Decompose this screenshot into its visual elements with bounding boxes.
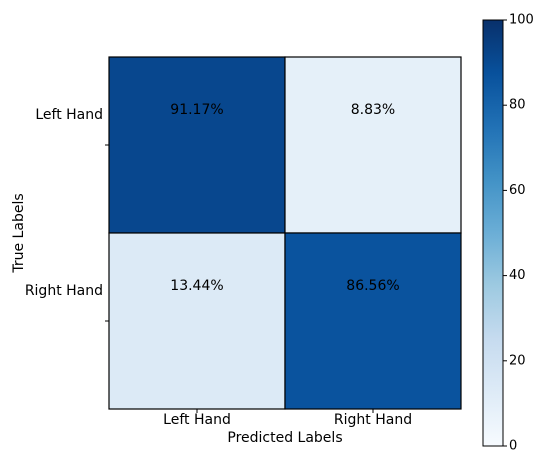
- colorbar-tick-label: 40: [509, 268, 526, 283]
- cell-label-0-0: 91.17%: [170, 102, 223, 118]
- colorbar-ticks: 0 20 40 60 80 100: [503, 13, 534, 454]
- heatmap-cell-0-1: [284, 56, 462, 234]
- colorbar-tick-label: 60: [509, 183, 526, 198]
- x-axis-ticks: Left Hand Right Hand: [163, 409, 412, 428]
- colorbar-tick-label: 0: [509, 439, 517, 454]
- colorbar-tick-label: 100: [509, 13, 534, 28]
- cell-label-1-1: 86.56%: [346, 278, 399, 294]
- x-tick-label: Right Hand: [334, 412, 412, 428]
- cell-label-1-0: 13.44%: [170, 278, 223, 294]
- y-tick-label: Right Hand: [25, 283, 103, 299]
- heatmap-cell-0-0: [108, 56, 286, 234]
- heatmap-cells: [108, 56, 462, 410]
- y-axis-title: True Labels: [11, 193, 27, 273]
- x-tick-label: Left Hand: [163, 412, 231, 428]
- colorbar-tick-label: 80: [509, 98, 526, 113]
- cell-label-0-1: 8.83%: [351, 102, 395, 118]
- x-axis-title: Predicted Labels: [227, 430, 342, 446]
- heatmap-cell-labels: 91.17% 8.83% 13.44% 86.56%: [170, 102, 399, 294]
- heatmap-cell-1-0: [108, 232, 286, 410]
- heatmap-cell-1-1: [284, 232, 462, 410]
- colorbar-tick-label: 20: [509, 353, 526, 368]
- y-tick-label: Left Hand: [35, 107, 103, 123]
- colorbar-gradient: [482, 19, 504, 447]
- y-axis-ticks: Left Hand Right Hand: [25, 107, 109, 322]
- colorbar: 0 20 40 60 80 100: [482, 13, 534, 454]
